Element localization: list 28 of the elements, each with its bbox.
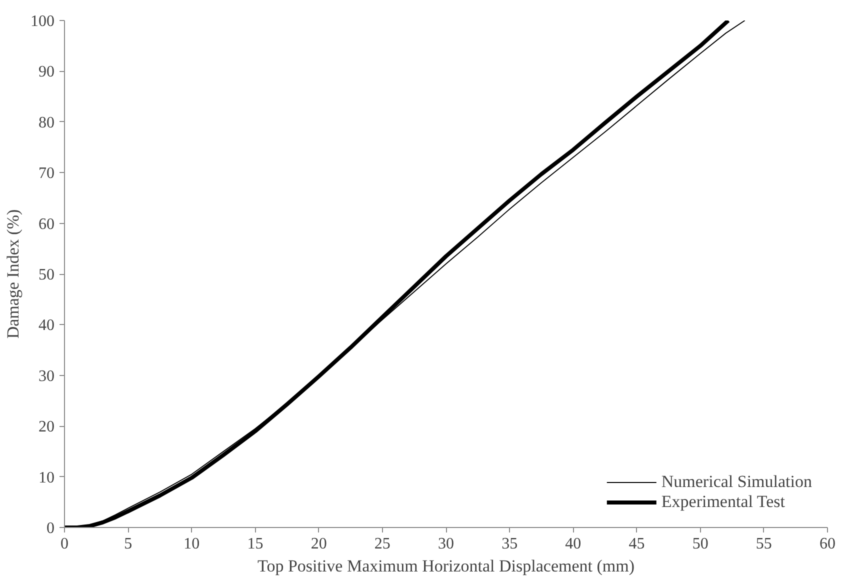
y-tick-label: 0 [46, 520, 54, 537]
x-tick-label: 0 [60, 536, 68, 552]
y-tick-label: 30 [38, 368, 54, 385]
x-tick-label: 35 [502, 536, 518, 552]
x-tick-label: 20 [310, 536, 327, 552]
legend-label: Numerical Simulation [661, 472, 812, 492]
y-tick-label: 20 [38, 418, 54, 436]
y-tick-label: 70 [38, 165, 54, 182]
x-tick-label: 15 [247, 536, 264, 552]
y-tick-label: 50 [38, 266, 54, 284]
x-tick-label: 25 [374, 536, 390, 552]
y-tick-label: 40 [38, 317, 54, 334]
x-tick-label: 50 [692, 536, 708, 552]
x-tick-label: 45 [628, 536, 645, 552]
x-tick-label: 60 [820, 536, 836, 552]
x-tick-label: 55 [756, 536, 772, 552]
x-tick-label: 5 [124, 536, 132, 552]
x-tick-label: 30 [438, 536, 454, 552]
y-tick-label: 100 [30, 13, 54, 30]
y-tick-label: 60 [38, 216, 54, 233]
y-tick-label: 10 [38, 469, 54, 486]
legend-label: Experimental Test [661, 492, 785, 512]
x-tick-label: 40 [565, 536, 582, 552]
y-tick-label: 80 [38, 114, 54, 132]
x-tick-label: 10 [184, 536, 200, 552]
y-axis-title: Damage Index (%) [4, 209, 22, 339]
y-tick-label: 90 [38, 64, 54, 81]
x-axis-title: Top Positive Maximum Horizontal Displacement (mm) [258, 556, 634, 576]
